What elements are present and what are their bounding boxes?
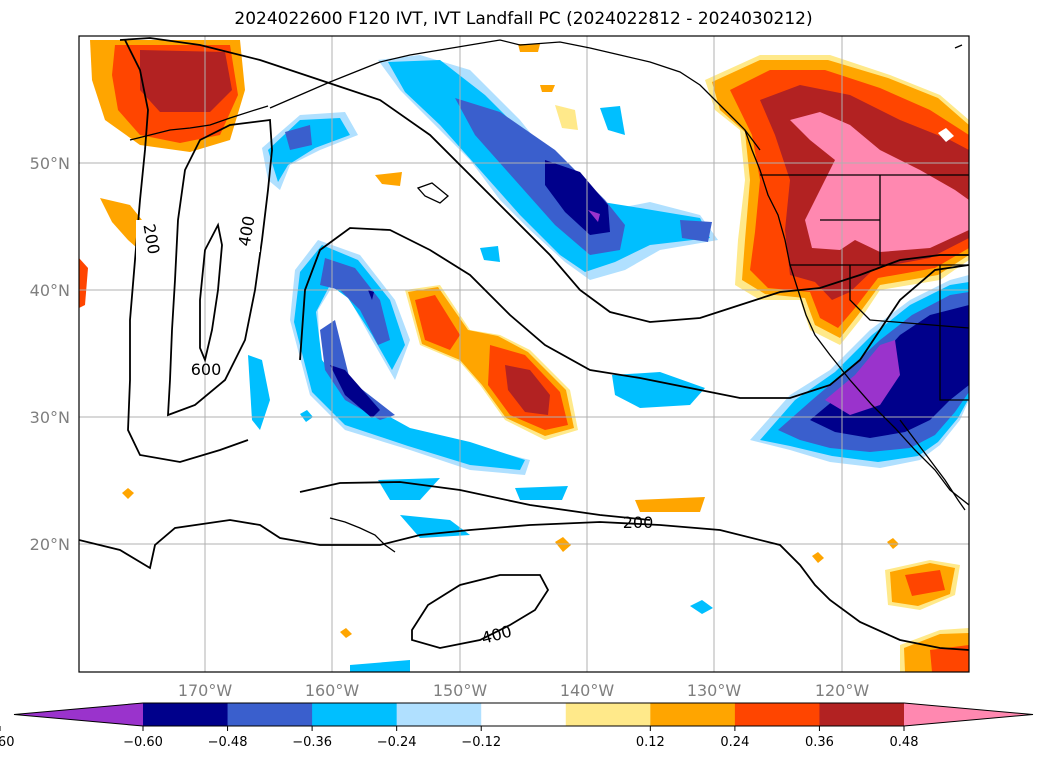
anomaly-sw-purple [825, 340, 900, 415]
anomaly-small-18 [300, 410, 313, 422]
coast-alaska [269, 39, 761, 151]
anomaly-nw-firebrick [140, 50, 232, 112]
contour-600 [199, 222, 223, 363]
coast-islands [129, 105, 269, 141]
anomaly-small-3 [480, 246, 500, 262]
colorbar-tick-label: 0.60 [0, 735, 14, 750]
island-2 [954, 44, 963, 49]
ivt-contours [79, 37, 969, 651]
lat-label-50n: 50°N [30, 154, 70, 173]
colorbar-segment [396, 703, 482, 726]
coastlines [129, 39, 969, 553]
anomaly-curve-navy [330, 365, 380, 418]
island-1 [416, 182, 450, 204]
anomaly-ne-pink-dot [938, 128, 954, 142]
anomaly-se2-redorange [930, 645, 969, 672]
anomaly-small-12 [540, 85, 555, 92]
lon-label-150w: 150°W [433, 681, 488, 700]
anomaly-small-8 [635, 497, 705, 512]
anomaly-small-5 [378, 478, 440, 500]
anomaly-small-16 [340, 628, 352, 638]
anomaly-small-11 [555, 105, 578, 130]
lat-label-40n: 40°N [30, 281, 70, 300]
anomaly-curve-navy-2 [368, 290, 374, 300]
anomaly-small-19 [812, 552, 824, 563]
anomaly-small-2 [248, 355, 270, 430]
colorbar-segment [565, 703, 651, 726]
colorbar-segment [227, 703, 313, 726]
anomaly-small-15 [690, 600, 713, 614]
contour-400-south [411, 574, 550, 649]
colorbar-tick-label: 0.24 [720, 735, 749, 750]
colorbar-segment [819, 703, 905, 726]
colorbar-segment [143, 703, 229, 726]
contour-200-north [119, 37, 969, 323]
contour-200-south [79, 519, 969, 651]
graticule [79, 36, 969, 672]
contour-400 [167, 118, 273, 417]
anomaly-curve-royal-2 [320, 320, 395, 420]
anomaly-small-4 [612, 372, 705, 408]
hawaii [329, 517, 396, 553]
colorbar-tick-label: −0.12 [461, 735, 501, 750]
anomaly-west-edge [79, 258, 88, 308]
baja [899, 419, 966, 511]
anomaly-se-redorange [905, 570, 945, 596]
colorbar-segment [650, 703, 736, 726]
colorbar-tick-label: −0.60 [123, 735, 163, 750]
colorbar-tick-label: −0.36 [292, 735, 332, 750]
contour-label-bg-2 [240, 212, 260, 252]
anomaly-small-7 [515, 486, 568, 500]
lon-label-140w: 140°W [560, 681, 615, 700]
colorbar-segment [734, 703, 820, 726]
ivt-pc-shading [79, 40, 969, 672]
colorbar-extend-right [904, 703, 1033, 726]
anomaly-band-purple [588, 210, 600, 222]
anomaly-curve-royal [320, 258, 390, 345]
anomaly-small-13 [518, 44, 540, 52]
contour-200-loop [299, 227, 969, 399]
colorbar: −0.60 −0.48 −0.36 −0.24 −0.12 0.12 0.24 0.36 0.4… [0, 702, 1034, 750]
map-title: 2024022600 F120 IVT, IVT Landfall PC (20… [234, 9, 813, 29]
colorbar-segment [481, 703, 567, 726]
colorbar-tick-label: −0.48 [208, 735, 248, 750]
colorbar-extend-left [14, 703, 143, 726]
anomaly-small-dot-1 [122, 488, 134, 499]
colorbar-tick-label: −0.24 [377, 735, 417, 750]
lat-label-20n: 20°N [30, 535, 70, 554]
contour-200-west [124, 39, 249, 463]
map-frame [78, 35, 970, 673]
border-states-4 [939, 265, 969, 401]
lat-label-30n: 30°N [30, 408, 70, 427]
lon-label-160w: 160°W [305, 681, 360, 700]
contour-200-south-loop [299, 481, 651, 521]
contour-label-400-south: 400 [479, 622, 513, 648]
anomaly-pos-mid-firebrick [505, 365, 550, 415]
lon-label-120w: 120°W [815, 681, 870, 700]
contour-label-200-south: 200 [623, 513, 654, 532]
lon-label-130w: 130°W [687, 681, 742, 700]
colorbar-tick-label: 0.12 [636, 735, 665, 750]
anomaly-band-tail [680, 220, 712, 242]
anomaly-small-9 [600, 106, 625, 135]
anomaly-small-17 [350, 660, 410, 672]
contour-label-600: 600 [191, 360, 222, 379]
coast-bc [744, 129, 969, 506]
border-states-3 [849, 265, 969, 329]
colorbar-segment [312, 703, 398, 726]
colorbar-tick-label: 0.36 [805, 735, 834, 750]
anomaly-neg-north-royal [285, 125, 312, 150]
anomaly-small-10 [375, 172, 402, 186]
contour-label-bg-1 [136, 220, 156, 260]
lon-label-170w: 170°W [178, 681, 233, 700]
colorbar-tick-label: 0.48 [890, 735, 919, 750]
